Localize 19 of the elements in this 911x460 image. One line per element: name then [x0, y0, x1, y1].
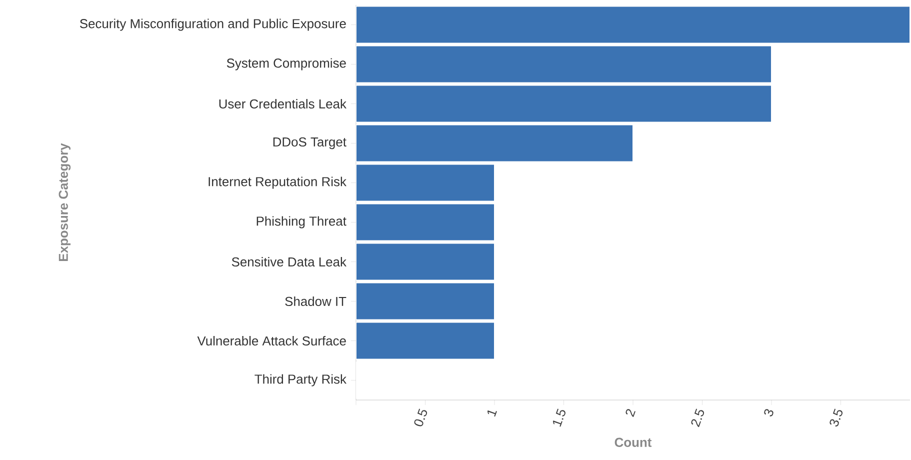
x-tick-label: 1: [487, 410, 497, 417]
y-tick-label: Sensitive Data Leak: [232, 256, 346, 267]
x-tick-label: 3: [764, 409, 774, 416]
y-tick-label: Security Misconfiguration and Public Exposure: [80, 18, 346, 31]
x-tick-label: 3.5: [830, 408, 843, 427]
y-tick-label: User Credentials Leak: [219, 98, 346, 109]
y-tick-label: DDoS Target: [273, 137, 346, 150]
x-axis-title: Count: [614, 438, 652, 447]
x-tick-label: 2: [626, 409, 636, 417]
y-tick-label: Third Party Risk: [254, 374, 346, 386]
y-axis-title: Exposure Category: [58, 143, 71, 262]
x-tick-label: 0.5: [414, 408, 428, 426]
y-tick-label: Phishing Threat: [256, 216, 346, 228]
y-tick-label: Vulnerable Attack Surface: [197, 336, 346, 346]
y-tick-label: Internet Reputation Risk: [208, 176, 346, 189]
x-tick-label: 2.5: [691, 408, 704, 428]
x-tick-label: 1.5: [552, 408, 566, 427]
y-tick-label: Shadow IT: [285, 296, 346, 306]
y-tick-label: System Compromise: [226, 58, 346, 70]
